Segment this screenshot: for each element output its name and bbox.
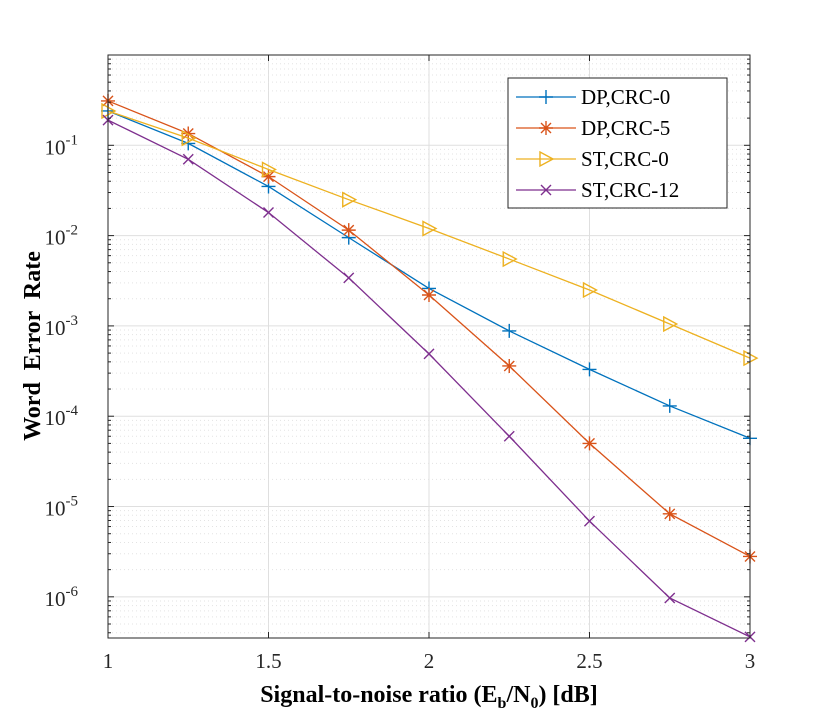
- legend-entry: ST,CRC-0: [516, 147, 669, 171]
- triangle-marker: [342, 191, 358, 208]
- legend-label: ST,CRC-12: [581, 178, 679, 202]
- y-tick-label: 10-5: [45, 494, 79, 521]
- asterisk-marker: [582, 436, 597, 451]
- x-tick-label: 3: [745, 649, 756, 673]
- plus-marker: [582, 362, 597, 377]
- y-tick-label: 10-2: [45, 223, 79, 250]
- legend: DP,CRC-0 DP,CRC-5 ST,CRC-0 ST,CRC-12: [507, 77, 728, 209]
- x-marker: [423, 348, 435, 360]
- x-marker: [263, 207, 274, 219]
- asterisk-marker: [261, 169, 276, 184]
- legend-label: DP,CRC-0: [581, 85, 670, 109]
- series-line: [107, 110, 751, 359]
- x-marker: [503, 430, 515, 442]
- legend-box: [507, 77, 728, 209]
- plus-marker: [539, 90, 553, 104]
- plus-marker: [662, 398, 677, 413]
- legend-label: DP,CRC-5: [581, 116, 670, 140]
- x-marker: [664, 592, 676, 604]
- asterisk-marker: [422, 287, 436, 302]
- x-marker: [182, 153, 194, 165]
- triangle-marker: [502, 250, 518, 268]
- x-tick-label: 1: [103, 649, 114, 673]
- axis-ticks: 1 1.5 2 2.5 3 10-1 10-2 10-3 10-4 10-5 10-6: [45, 54, 756, 673]
- asterisk-marker: [341, 223, 356, 238]
- y-axis-label: Word Error Rate: [20, 251, 46, 441]
- x-axis-label: Signal-to-noise ratio (Eb/N0) [dB]: [260, 682, 598, 712]
- x-tick-label: 1.5: [255, 649, 281, 673]
- plus-marker: [502, 323, 517, 338]
- y-tick-label: 10-4: [45, 403, 79, 430]
- y-tick-label: 10-3: [45, 313, 79, 340]
- triangle-marker: [181, 129, 197, 147]
- asterisk-marker: [502, 358, 517, 373]
- legend-label: ST,CRC-0: [581, 147, 669, 171]
- legend-entry: DP,CRC-0: [516, 85, 670, 109]
- triangle-marker: [582, 281, 598, 299]
- legend-entry: DP,CRC-5: [516, 116, 670, 140]
- asterisk-marker: [662, 506, 677, 521]
- legend-entry: ST,CRC-12: [516, 178, 679, 202]
- asterisk-marker: [539, 121, 553, 135]
- y-tick-label: 10-6: [45, 584, 79, 611]
- x-tick-label: 2.5: [576, 649, 602, 673]
- x-tick-label: 2: [424, 649, 435, 673]
- triangle-marker: [261, 161, 277, 178]
- x-marker: [540, 184, 552, 196]
- x-marker: [343, 272, 355, 284]
- y-tick-label: 10-1: [45, 132, 79, 159]
- triangle-marker: [663, 315, 679, 333]
- triangle-marker: [539, 150, 555, 168]
- x-marker: [584, 515, 595, 527]
- asterisk-marker: [181, 126, 196, 141]
- triangle-marker: [422, 220, 438, 237]
